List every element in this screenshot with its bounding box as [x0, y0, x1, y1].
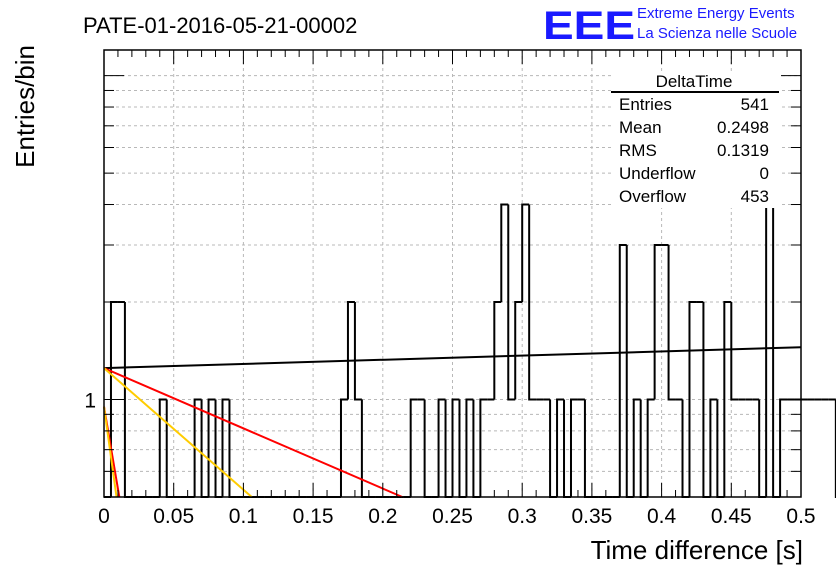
- stats-rows: Entries 541 Mean 0.2498 RMS 0.1319 Underflow 0 O…: [619, 95, 769, 206]
- histogram-bin: [765, 203, 774, 497]
- histogram-bin: [479, 398, 488, 497]
- x-tick-label: 0: [98, 505, 110, 528]
- histogram-bin: [688, 301, 697, 497]
- logo-line1: Extreme Energy Events: [637, 5, 795, 22]
- histogram-bin: [193, 398, 202, 497]
- x-tick-label: 0.45: [711, 505, 752, 528]
- histogram-bin: [730, 302, 739, 401]
- histogram-bin: [507, 204, 516, 401]
- stats-row-value: 0.1319: [717, 141, 769, 160]
- y-tick-label: 1: [84, 390, 96, 413]
- histogram-bin: [207, 398, 216, 497]
- histogram-bin: [556, 398, 565, 497]
- histogram-bin: [339, 398, 348, 497]
- fit-line: [103, 346, 802, 370]
- histogram-bin: [221, 398, 230, 497]
- histogram-bin: [618, 243, 627, 497]
- x-tick-label: 0.5: [786, 505, 815, 528]
- chart-title: PATE-01-2016-05-21-00002: [83, 13, 357, 38]
- histogram-bin: [653, 243, 662, 400]
- y-axis-ticks: 1: [84, 75, 801, 472]
- x-tick-label: 0.4: [647, 505, 677, 528]
- histogram-bars: [104, 203, 836, 498]
- fit-line: [103, 406, 118, 498]
- y-axis-label: Entries/bin: [10, 45, 40, 168]
- histogram-bin: [465, 398, 474, 497]
- x-axis-ticks: 0 0.05 0.1 0.15 0.2 0.25 0.3 0.35 0.4 0.45 0.5: [98, 50, 816, 528]
- stats-row-value: 453: [741, 187, 769, 206]
- histogram-bin: [709, 398, 718, 497]
- stats-box: DeltaTime Entries 541 Mean 0.2498 RMS 0.1319 U…: [611, 72, 779, 208]
- stats-row-value: 541: [741, 95, 769, 114]
- stats-row-value: 0: [760, 164, 769, 183]
- histogram-bin: [521, 203, 530, 303]
- histogram-bin: [437, 398, 446, 497]
- x-tick-label: 0.35: [571, 505, 612, 528]
- histogram-bin: [346, 301, 355, 400]
- fit-line: [103, 367, 253, 498]
- histogram-bin: [667, 244, 676, 401]
- stats-row-label: Underflow: [619, 164, 696, 183]
- stats-row-label: Overflow: [619, 187, 687, 206]
- histogram-bin: [451, 398, 460, 497]
- stats-title: DeltaTime: [656, 72, 733, 91]
- eee-logo: EEE Extreme Energy Events La Scienza nel…: [543, 4, 797, 48]
- fit-line: [103, 367, 403, 498]
- x-tick-label: 0.15: [293, 505, 334, 528]
- stats-row-label: RMS: [619, 141, 657, 160]
- logo-mark: EEE: [543, 4, 635, 48]
- histogram-bin: [528, 204, 537, 401]
- x-tick-label: 0.3: [508, 505, 537, 528]
- histogram-bin: [646, 398, 655, 497]
- histogram-bin: [632, 398, 641, 497]
- stats-row-value: 0.2498: [717, 118, 769, 137]
- histogram-bin: [514, 301, 523, 400]
- histogram-bin: [625, 244, 634, 498]
- histogram-bin: [772, 204, 781, 498]
- histogram-bin: [158, 398, 167, 497]
- x-tick-label: 0.05: [153, 505, 194, 528]
- histogram-bin: [723, 301, 732, 497]
- stats-row-label: Entries: [619, 95, 672, 114]
- x-tick-label: 0.2: [368, 505, 397, 528]
- x-axis-label: Time difference [s]: [591, 535, 803, 565]
- histogram-bin: [493, 301, 502, 400]
- histogram-bin: [409, 398, 418, 497]
- logo-line2: La Scienza nelle Scuole: [637, 25, 797, 42]
- x-tick-label: 0.1: [229, 505, 258, 528]
- fit-lines: [103, 346, 802, 498]
- histogram-bin: [353, 302, 362, 401]
- x-tick-label: 0.25: [432, 505, 473, 528]
- histogram-bin: [569, 398, 578, 497]
- histogram-bin: [500, 203, 509, 303]
- stats-row-label: Mean: [619, 118, 662, 137]
